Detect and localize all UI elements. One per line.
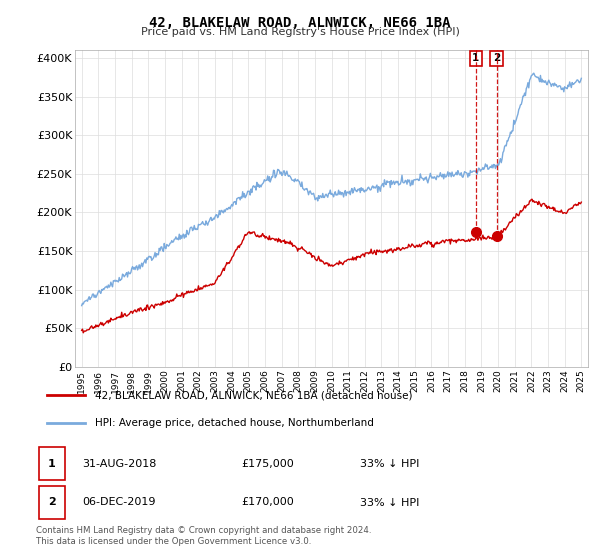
- Text: Contains HM Land Registry data © Crown copyright and database right 2024.
This d: Contains HM Land Registry data © Crown c…: [36, 526, 371, 546]
- Text: HPI: Average price, detached house, Northumberland: HPI: Average price, detached house, Nort…: [95, 418, 374, 428]
- Text: 2: 2: [48, 497, 56, 507]
- FancyBboxPatch shape: [39, 447, 65, 480]
- Text: 33% ↓ HPI: 33% ↓ HPI: [360, 497, 419, 507]
- Text: 42, BLAKELAW ROAD, ALNWICK, NE66 1BA (detached house): 42, BLAKELAW ROAD, ALNWICK, NE66 1BA (de…: [95, 390, 413, 400]
- Text: 33% ↓ HPI: 33% ↓ HPI: [360, 459, 419, 469]
- Text: 31-AUG-2018: 31-AUG-2018: [82, 459, 156, 469]
- Text: 42, BLAKELAW ROAD, ALNWICK, NE66 1BA: 42, BLAKELAW ROAD, ALNWICK, NE66 1BA: [149, 16, 451, 30]
- Text: Price paid vs. HM Land Registry's House Price Index (HPI): Price paid vs. HM Land Registry's House …: [140, 27, 460, 37]
- Text: 1: 1: [472, 53, 479, 63]
- FancyBboxPatch shape: [39, 486, 65, 519]
- Text: 06-DEC-2019: 06-DEC-2019: [82, 497, 155, 507]
- Text: £175,000: £175,000: [241, 459, 294, 469]
- Text: 2: 2: [493, 53, 500, 63]
- Text: £170,000: £170,000: [241, 497, 294, 507]
- Text: 1: 1: [48, 459, 56, 469]
